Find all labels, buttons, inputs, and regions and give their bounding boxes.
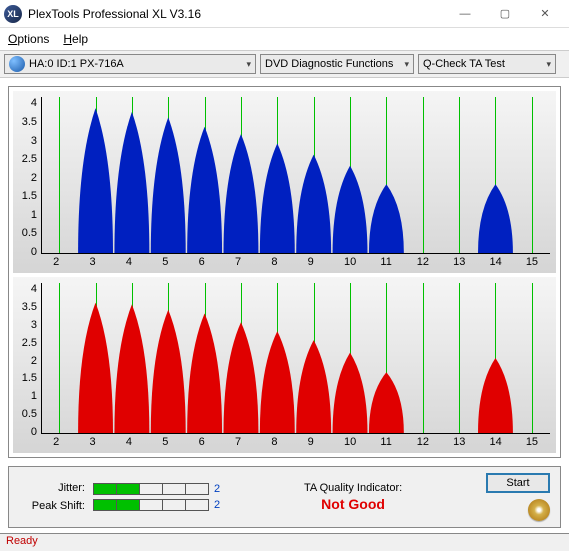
results-panel: Jitter: Peak Shift: 2 2 TA Quality Indic… xyxy=(8,466,561,528)
maximize-button[interactable]: ▢ xyxy=(485,0,525,28)
drive-label: HA:0 ID:1 PX-716A xyxy=(29,58,124,70)
chevron-down-icon: ▾ xyxy=(246,59,251,70)
jitter-meter xyxy=(93,483,208,495)
peakshift-value: 2 xyxy=(214,499,220,511)
jitter-label: Jitter: xyxy=(19,482,85,494)
quality-label: TA Quality Indicator: xyxy=(228,482,478,494)
drive-icon xyxy=(9,56,25,72)
jitter-value: 2 xyxy=(214,483,220,495)
toolbar: HA:0 ID:1 PX-716A ▾ DVD Diagnostic Funct… xyxy=(0,50,569,78)
test-label: Q-Check TA Test xyxy=(423,58,505,70)
function-selector[interactable]: DVD Diagnostic Functions ▾ xyxy=(260,54,414,74)
charts-panel: 00.511.522.533.5423456789101112131415 00… xyxy=(8,86,561,458)
chart-bottom: 00.511.522.533.5423456789101112131415 xyxy=(13,277,556,453)
peakshift-label: Peak Shift: xyxy=(19,500,85,512)
menubar: Options Help xyxy=(0,28,569,50)
titlebar: XL PlexTools Professional XL V3.16 — ▢ ✕ xyxy=(0,0,569,28)
peakshift-meter xyxy=(93,499,208,511)
chevron-down-icon: ▾ xyxy=(404,59,409,70)
disk-icon[interactable] xyxy=(528,499,550,521)
minimize-button[interactable]: — xyxy=(445,0,485,28)
status-text: Ready xyxy=(6,535,38,547)
menu-options[interactable]: Options xyxy=(8,32,49,46)
app-logo-icon: XL xyxy=(4,5,22,23)
test-selector[interactable]: Q-Check TA Test ▾ xyxy=(418,54,556,74)
drive-selector[interactable]: HA:0 ID:1 PX-716A ▾ xyxy=(4,54,256,74)
close-button[interactable]: ✕ xyxy=(525,0,565,28)
quality-value: Not Good xyxy=(228,496,478,512)
chart-top: 00.511.522.533.5423456789101112131415 xyxy=(13,91,556,273)
function-label: DVD Diagnostic Functions xyxy=(265,58,393,70)
status-bar: Ready xyxy=(0,533,569,551)
start-button[interactable]: Start xyxy=(486,473,550,493)
chevron-down-icon: ▾ xyxy=(546,59,551,70)
window-title: PlexTools Professional XL V3.16 xyxy=(28,7,445,21)
menu-help[interactable]: Help xyxy=(63,32,88,46)
